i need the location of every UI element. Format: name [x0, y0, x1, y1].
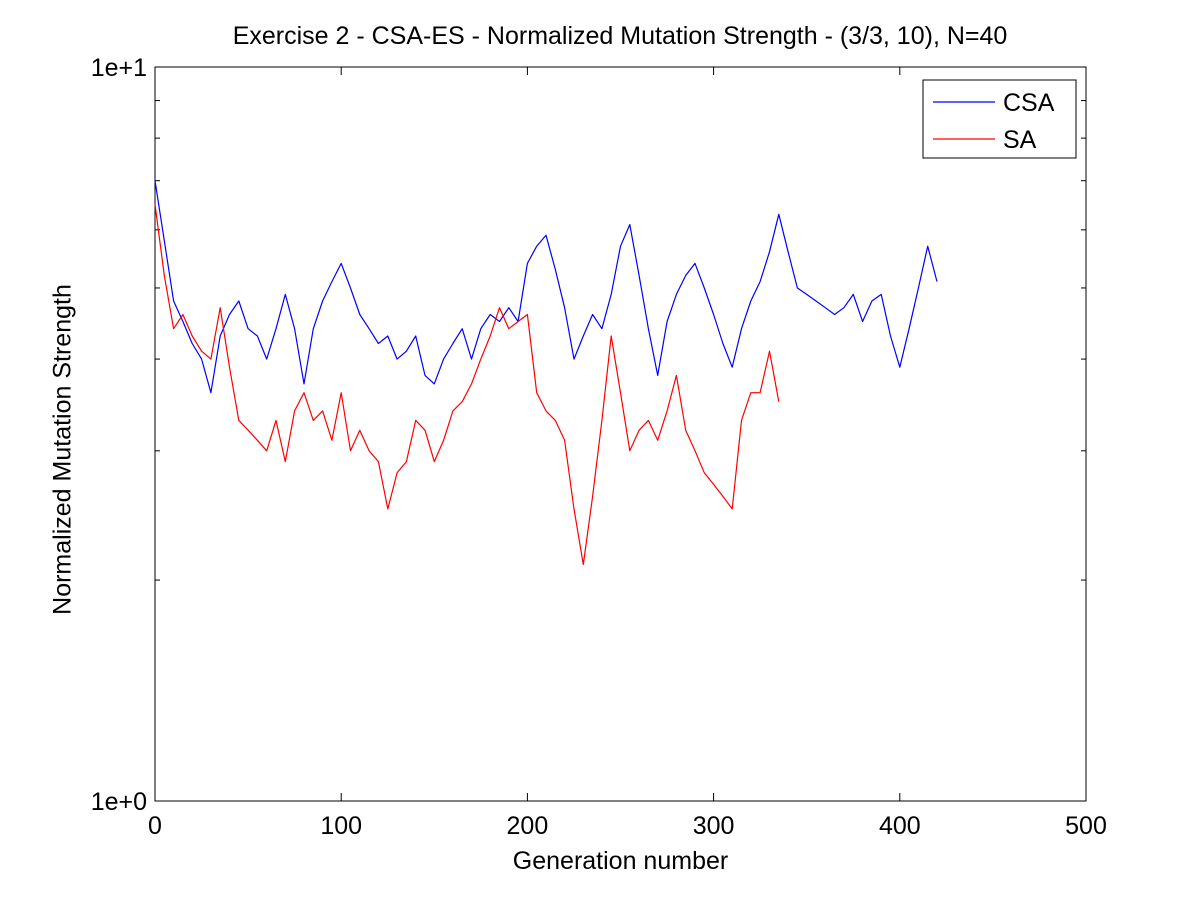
plot-frame [154, 66, 1087, 802]
x-axis-label: Generation number [512, 847, 729, 875]
x-tick-label: 100 [320, 812, 362, 840]
x-tick-label: 500 [1065, 812, 1107, 840]
x-tick-label: 400 [879, 812, 921, 840]
series-line-csa [154, 180, 938, 394]
x-tick-label: 0 [148, 812, 162, 840]
legend-box [922, 79, 1077, 159]
legend-label-sa: SA [1003, 126, 1037, 154]
y-tick-label: 1e+0 [91, 788, 147, 816]
chart-title: Exercise 2 - CSA-ES - Normalized Mutatio… [232, 22, 1008, 50]
series-line-sa [154, 204, 780, 566]
x-tick-label: 300 [693, 812, 735, 840]
y-tick-label: 1e+1 [91, 54, 147, 82]
x-tick-label: 200 [507, 812, 549, 840]
y-axis-label: Normalized Mutation Strength [48, 284, 77, 615]
legend-label-csa: CSA [1003, 89, 1055, 117]
